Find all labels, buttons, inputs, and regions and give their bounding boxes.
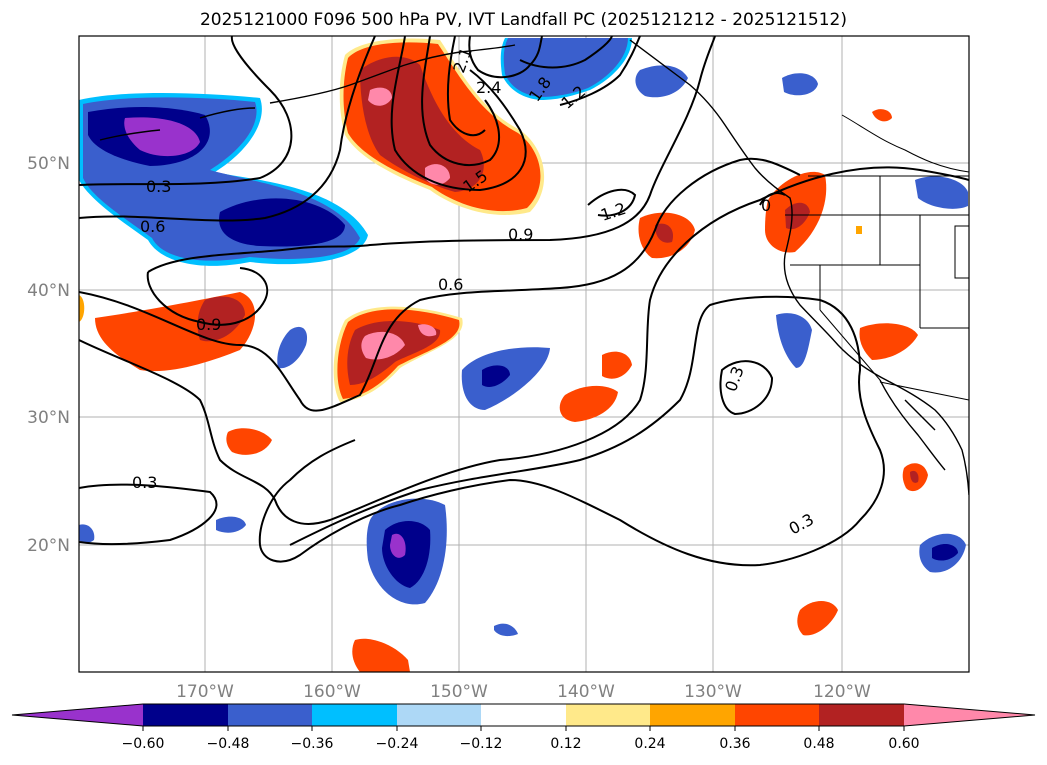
- map-area: [79, 36, 969, 672]
- colorbar-segment: [481, 704, 566, 726]
- colorbar-segment: [312, 704, 397, 726]
- contour-label: 0.3: [132, 473, 157, 492]
- contour-label: 0.6: [140, 217, 165, 236]
- lat-label-20n: 20°N: [27, 536, 70, 556]
- lon-label-130w: 130°W: [684, 682, 742, 702]
- colorbar-tick-label: −0.60: [122, 736, 165, 752]
- pv-contours: [79, 36, 969, 567]
- negative-region-ca: [776, 313, 812, 368]
- borders: [785, 114, 969, 401]
- negative-region-baja-core: [932, 543, 958, 561]
- positive-region-mid2: [559, 385, 618, 422]
- colorbar-segment: [819, 704, 904, 726]
- positive-region-south1: [797, 601, 838, 636]
- lon-label-170w: 170°W: [176, 682, 234, 702]
- colorbar-tick-label: −0.48: [207, 736, 250, 752]
- colorbar-ticks: [142, 726, 905, 731]
- lon-label-160w: 160°W: [303, 682, 361, 702]
- positive-region-north: [339, 38, 545, 215]
- colorbar-right-extension: [904, 704, 1035, 726]
- contour-label: 2.4: [476, 78, 501, 97]
- latitude-labels: 50°N 40°N 30°N 20°N: [27, 154, 70, 556]
- contour-label: 0.9: [508, 225, 533, 244]
- positive-region-gulf-core: [655, 223, 674, 243]
- colorbar-tick-label: −0.24: [376, 736, 419, 752]
- negative-region-ak: [782, 73, 818, 96]
- positive-region-interior: [859, 323, 918, 360]
- colorbar-tick-label: 0.60: [888, 736, 919, 752]
- positive-region-west: [79, 292, 256, 372]
- colorbar-segment: [228, 704, 312, 726]
- colorbar-segment: [397, 704, 481, 726]
- lon-label-120w: 120°W: [813, 682, 871, 702]
- pv-shading: [79, 38, 968, 672]
- colorbar-tick-label: 0.36: [719, 736, 750, 752]
- contour-label: 0: [761, 196, 771, 215]
- positive-region-mid3: [226, 428, 272, 455]
- negative-region-west: [277, 326, 308, 369]
- colorbar: −0.60 −0.48 −0.36 −0.24 −0.12 0.12 0.24 …: [11, 703, 1036, 752]
- colorbar-left-extension: [12, 704, 143, 726]
- colorbar-tick-label: 0.24: [634, 736, 665, 752]
- colorbar-segment: [735, 704, 819, 726]
- positive-region-small-inland: [856, 226, 862, 234]
- lon-label-150w: 150°W: [430, 682, 488, 702]
- negative-region-hawaii-peak: [390, 533, 406, 558]
- contour-label: 0.6: [438, 275, 463, 294]
- longitude-labels: 170°W 160°W 150°W 140°W 130°W 120°W: [176, 682, 871, 702]
- colorbar-segment: [143, 704, 228, 726]
- positive-region-small-ak: [872, 109, 892, 122]
- colorbar-tick-label: 0.48: [803, 736, 834, 752]
- negative-region-ne: [915, 176, 968, 209]
- colorbar-tick-label: −0.12: [460, 736, 503, 752]
- contour-labels: 0.3 0.6 0.9 0.6 0.9 1.2 1.5 1.8 2.1 2.4 …: [132, 45, 817, 538]
- negative-region-west2: [216, 516, 246, 533]
- positive-region-mexico-core: [910, 470, 919, 483]
- colorbar-segment: [566, 704, 650, 726]
- negative-region-small1: [494, 623, 518, 637]
- lat-label-50n: 50°N: [27, 154, 70, 174]
- negative-region-edge: [79, 524, 95, 543]
- colorbar-tick-label: −0.36: [291, 736, 334, 752]
- lat-label-40n: 40°N: [27, 281, 70, 301]
- negative-region-nw: [79, 93, 368, 266]
- colorbar-segment: [650, 704, 735, 726]
- contour-label: 0.3: [146, 177, 171, 196]
- contour-label: 0.9: [196, 315, 221, 334]
- positive-region-south2: [352, 638, 410, 672]
- negative-region-mid-core: [482, 365, 510, 387]
- positive-region-mid1: [602, 351, 632, 379]
- coastlines: [99, 39, 969, 496]
- map-frame: [78, 35, 970, 673]
- lat-label-30n: 30°N: [27, 408, 70, 428]
- lon-label-140w: 140°W: [557, 682, 615, 702]
- map-title: 2025121000 F096 500 hPa PV, IVT Landfall…: [199, 10, 847, 30]
- colorbar-tick-label: 0.12: [550, 736, 581, 752]
